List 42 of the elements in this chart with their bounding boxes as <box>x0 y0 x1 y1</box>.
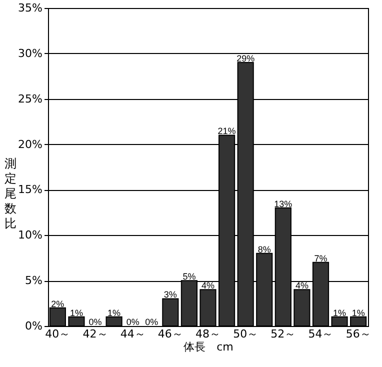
bar <box>331 316 348 326</box>
data-label: 3% <box>164 290 177 300</box>
y-tick-label: 15% <box>18 183 42 196</box>
x-tick-label: 48～ <box>196 328 220 340</box>
data-label: 1% <box>333 308 346 318</box>
data-label: 13% <box>274 198 292 209</box>
x-tick-label: 40～ <box>45 328 70 340</box>
x-tick-label: 52～ <box>270 328 296 340</box>
y-tick-label: 35% <box>18 2 42 14</box>
x-tick-label: 54～ <box>308 328 334 340</box>
data-label: 21% <box>218 126 236 136</box>
x-tick-label: 56～ <box>346 328 371 340</box>
data-label: 7% <box>314 253 328 264</box>
y-axis-title: 測定尾数比 <box>4 156 16 230</box>
y-tick-label: 10% <box>18 228 42 242</box>
bar <box>162 298 179 326</box>
data-label: 2% <box>51 298 64 309</box>
bar <box>200 289 216 326</box>
data-label: 0% <box>126 317 140 327</box>
x-tick-label: 46～ <box>158 328 183 340</box>
bar <box>106 316 122 326</box>
data-label: 29% <box>236 54 255 64</box>
data-label: 1% <box>352 308 365 318</box>
bar <box>68 316 85 326</box>
y-tick-label: 25% <box>18 92 42 106</box>
x-tick-label: 42～ <box>82 328 108 340</box>
data-label: 4% <box>295 280 308 291</box>
y-tick-label: 20% <box>18 138 42 151</box>
x-axis-title: 体長 cm <box>184 340 234 354</box>
data-label: 1% <box>70 308 83 318</box>
y-tick-label: 0% <box>25 320 42 332</box>
data-label: 0% <box>88 317 102 327</box>
data-label: 8% <box>258 244 271 254</box>
data-label: 4% <box>201 280 215 291</box>
data-label: 1% <box>108 308 121 318</box>
y-tick-label: 5% <box>25 274 42 288</box>
y-tick-label: 30% <box>18 46 42 60</box>
x-tick-label: 44～ <box>120 328 146 340</box>
data-label: 0% <box>145 317 158 327</box>
bar <box>294 289 310 326</box>
data-label: 5% <box>182 272 196 282</box>
x-tick-label: 50～ <box>233 328 258 340</box>
